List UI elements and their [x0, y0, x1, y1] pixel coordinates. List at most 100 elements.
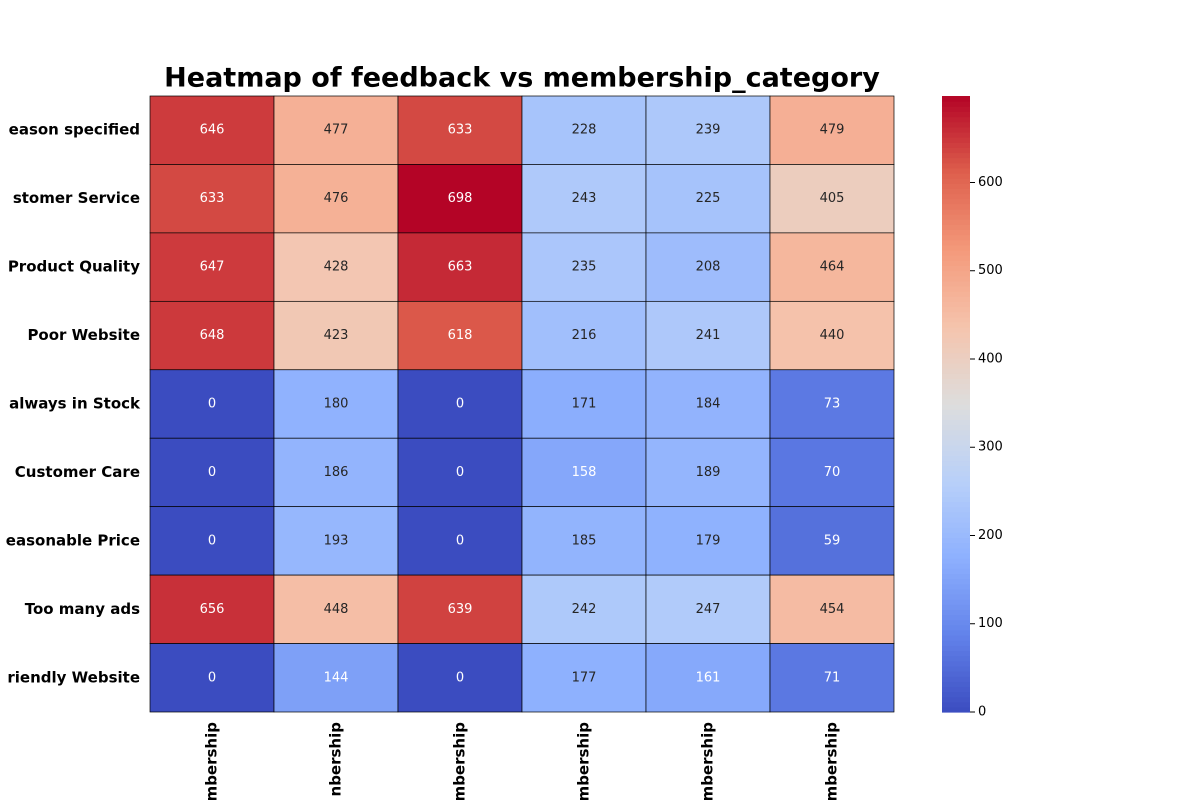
heatmap-cell: [769, 300, 895, 371]
colorbar-segment: [942, 578, 970, 585]
colorbar-segment: [942, 573, 970, 580]
colorbar-segment: [942, 157, 970, 164]
cell-label: 477: [324, 123, 349, 138]
heatmap-cell: [769, 574, 895, 644]
colorbar-segment: [942, 270, 970, 277]
cell-label: 228: [572, 123, 597, 138]
colorbar-segment: [942, 686, 970, 693]
cell-label: 189: [696, 465, 721, 480]
colorbar-segment: [942, 522, 970, 528]
colorbar-segment: [942, 614, 970, 621]
colorbar-segment: [942, 450, 970, 456]
colorbar-segment: [942, 393, 970, 400]
colorbar-segment: [942, 475, 970, 482]
cell-label: 216: [572, 328, 597, 343]
heatmap-cell: [397, 232, 523, 302]
colorbar-segment: [942, 388, 970, 395]
colorbar-segment: [942, 532, 970, 539]
heatmap-cell: [149, 232, 275, 302]
colorbar-segment: [942, 152, 970, 159]
colorbar-segment: [942, 296, 970, 302]
colorbar-segment: [942, 593, 970, 600]
colorbar-segment: [942, 552, 970, 559]
colorbar-segment: [942, 439, 970, 446]
colorbar-segment: [942, 101, 970, 107]
cell-label: 158: [572, 465, 597, 480]
x-tick-label: mbership: [203, 722, 221, 800]
colorbar-tick-label: 500: [978, 263, 1003, 278]
colorbar-segment: [942, 558, 970, 564]
colorbar-segment: [942, 588, 970, 595]
colorbar-segment: [942, 563, 970, 569]
colorbar-segment: [942, 624, 970, 631]
colorbar-segment: [942, 316, 970, 323]
cell-label: 428: [324, 260, 349, 275]
y-tick-label: Poor Website: [27, 326, 140, 344]
cell-label: 476: [324, 191, 349, 206]
colorbar-segment: [942, 137, 970, 143]
colorbar-segment: [942, 203, 970, 210]
colorbar-segment: [942, 255, 970, 261]
heatmap-cell: [521, 574, 647, 644]
colorbar-segment: [942, 409, 970, 415]
heatmap-cell: [397, 506, 523, 576]
heatmap-cell: [645, 95, 771, 165]
colorbar-segment: [942, 280, 970, 287]
cell-label: 239: [696, 123, 721, 138]
heatmap-cell: [149, 574, 275, 644]
colorbar-segment: [942, 676, 970, 682]
colorbar-segment: [942, 239, 970, 246]
colorbar-segment: [942, 691, 970, 698]
cell-label: 0: [456, 670, 464, 685]
heatmap-cell: [769, 437, 895, 508]
chart-title: Heatmap of feedback vs membership_catego…: [164, 63, 880, 94]
colorbar-segment: [942, 224, 970, 231]
colorbar-segment: [942, 352, 970, 359]
colorbar-segment: [942, 609, 970, 616]
cell-label: 193: [324, 533, 349, 548]
cell-label: 648: [200, 328, 225, 343]
cell-label: 423: [324, 328, 349, 343]
heatmap-cell: [769, 164, 895, 234]
cell-label: 179: [696, 533, 721, 548]
x-tick-label: mbership: [699, 722, 717, 800]
cell-label: 59: [824, 533, 841, 548]
y-tick-label: Too many ads: [25, 600, 140, 618]
heatmap-cell: [769, 232, 895, 302]
colorbar-segment: [942, 337, 970, 343]
cell-label: 184: [696, 397, 721, 412]
colorbar-segment: [942, 645, 970, 651]
cell-label: 0: [208, 533, 216, 548]
colorbar-segment: [942, 111, 970, 118]
cell-label: 180: [324, 397, 349, 412]
colorbar-segment: [942, 96, 970, 102]
cell-label: 144: [324, 670, 349, 685]
cell-label: 177: [572, 670, 597, 685]
colorbar-segment: [942, 250, 970, 256]
colorbar-segment: [942, 501, 970, 508]
colorbar-segment: [942, 665, 970, 672]
colorbar-segment: [942, 198, 970, 205]
cell-label: 633: [448, 123, 473, 138]
heatmap-cell: [397, 300, 523, 371]
cell-label: 618: [448, 328, 473, 343]
heatmap-cell: [149, 95, 275, 165]
colorbar-segment: [942, 265, 970, 272]
heatmap-cell: [149, 643, 275, 713]
colorbar-segment: [942, 214, 970, 220]
heatmap-cell: [273, 506, 399, 576]
cell-label: 185: [572, 533, 597, 548]
x-tick-label: nbership: [327, 722, 345, 797]
cell-label: 698: [448, 191, 473, 206]
colorbar-tick-label: 300: [978, 440, 1003, 455]
colorbar-segment: [942, 147, 970, 154]
heatmap-cell: [273, 643, 399, 713]
colorbar-segment: [942, 173, 970, 179]
cell-label: 225: [696, 191, 721, 206]
y-tick-label: stomer Service: [13, 189, 140, 207]
colorbar-segment: [942, 306, 970, 313]
colorbar-segment: [942, 121, 970, 128]
colorbar-segment: [942, 291, 970, 297]
heatmap-cell: [645, 232, 771, 302]
